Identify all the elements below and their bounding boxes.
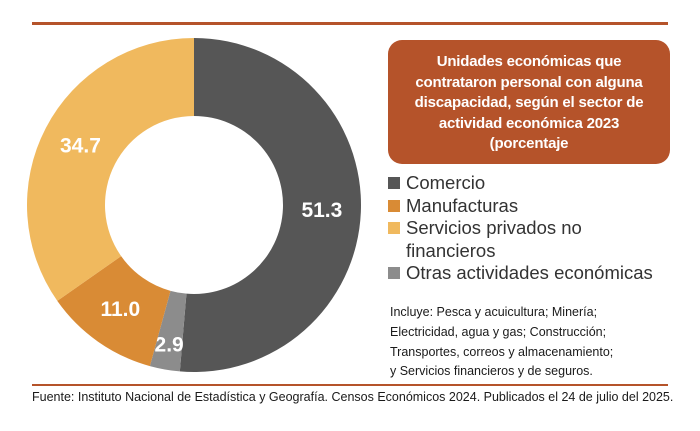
top-rule [32,22,668,25]
note-line: Transportes, correos y almacenamiento; [390,344,614,359]
legend-label: Otras actividades económicas [406,262,653,283]
donut-chart: 51.3 2.9 11.0 34.7 [27,38,361,372]
legend-label: Servicios privados no financieros [406,217,582,261]
title-line: discapacidad, según el sector de [414,94,644,111]
note-line: y Servicios financieros y de seguros. [390,364,593,379]
slice-otras [149,290,187,372]
slice-comercio [179,38,361,372]
source-note: Fuente: Instituto Nacional de Estadístic… [32,390,674,404]
data-label-manufacturas: 11.0 [100,298,140,321]
note-line: Incluye: Pesca y acuicultura; Minería; [390,305,598,319]
legend-swatch [388,222,400,234]
legend-item-servicios: Servicios privados no financieros [378,217,678,262]
bottom-rule [32,384,668,386]
legend-label: Manufacturas [406,194,519,216]
legend-item-manufacturas: Manufacturas [378,195,678,218]
slice-servicios [27,38,195,301]
legend-swatch [388,199,400,212]
slice-manufacturas [57,256,171,367]
data-label-comercio: 51.3 [301,199,342,222]
note-line: Electricidad, agua y gas; Construcción; [390,324,607,339]
legend-swatch [388,267,400,279]
legend-label: Comercio [406,172,486,193]
legend-swatch [388,177,400,189]
chart-title: Unidades económicas que contrataron pers… [388,40,670,164]
footnote-otras: Incluye: Pesca y acuicultura; Minería; E… [390,303,680,382]
title-line: Unidades económicas que [436,53,622,70]
title-line: actividad económica 2023 [438,114,620,132]
data-label-servicios: 34.7 [60,134,101,157]
title-line: (porcentaje [489,135,569,152]
legend-item-comercio: Comercio [378,172,678,195]
data-label-otras: 2.9 [155,333,184,356]
legend-item-otras: Otras actividades económicas [378,262,678,285]
title-line: contrataron personal con alguna [415,73,643,91]
legend: Comercio Manufacturas Servicios privados… [378,172,678,285]
